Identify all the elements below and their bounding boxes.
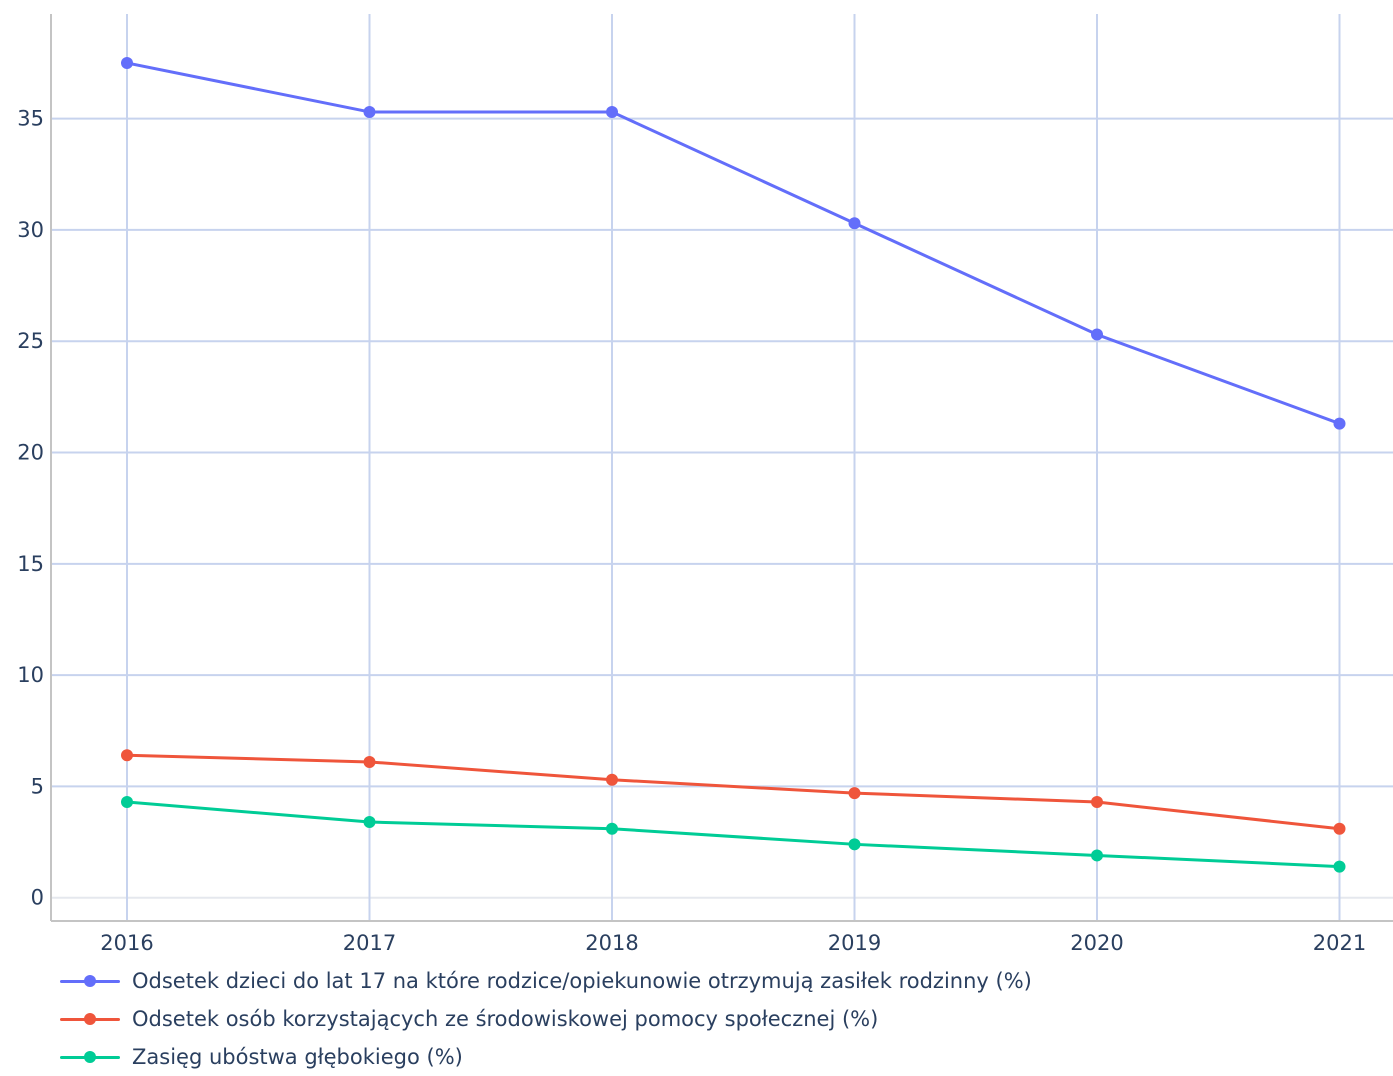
data-point[interactable] [1333,822,1346,835]
legend-dot-series-1 [84,975,96,987]
y-tick-label: 15 [17,552,44,576]
y-tick-label: 0 [31,886,44,910]
x-tick-label: 2018 [585,931,638,955]
y-tick-label: 25 [17,329,44,353]
data-point[interactable] [1333,860,1346,873]
data-point[interactable] [363,816,376,829]
data-point[interactable] [363,105,376,118]
series-line [126,800,1340,869]
legend-item-series-2[interactable]: Odsetek osób korzystających ze środowisk… [60,1000,1032,1038]
grid [51,14,1393,920]
line-chart: 0 5 10 15 20 25 30 35 2016 2017 2018 2019 2020 2021 [17,14,1393,955]
data-point[interactable] [848,217,861,230]
legend-swatch-series-3 [60,1047,120,1067]
data-point[interactable] [606,105,618,118]
data-point[interactable] [121,56,133,69]
data-point[interactable] [606,822,618,835]
data-point[interactable] [1091,328,1103,341]
series-1 [121,56,1346,430]
y-tick-label: 5 [31,774,44,798]
x-tick-label: 2020 [1070,931,1123,955]
data-point[interactable] [848,787,861,800]
x-tick-label: 2021 [1313,931,1366,955]
legend-dot-series-2 [84,1013,96,1025]
series-2 [121,749,1346,835]
legend-label-series-1: Odsetek dzieci do lat 17 na które rodzic… [132,969,1032,993]
axes [50,14,1393,922]
data-point[interactable] [1091,849,1103,862]
data-point[interactable] [363,755,376,768]
data-point[interactable] [606,773,618,786]
legend-swatch-series-1 [60,971,120,991]
y-tick-label: 20 [17,441,44,465]
y-tick-label: 10 [17,663,44,687]
data-point[interactable] [848,838,861,851]
legend-item-series-3[interactable]: Zasięg ubóstwa głębokiego (%) [60,1038,1032,1076]
legend: Odsetek dzieci do lat 17 na które rodzic… [60,962,1032,1076]
x-tick-label: 2017 [343,931,396,955]
x-tick-label: 2019 [828,931,881,955]
legend-label-series-3: Zasięg ubóstwa głębokiego (%) [132,1045,463,1069]
y-tick-label: 30 [17,218,44,242]
data-point[interactable] [121,796,133,809]
tick-labels: 0 5 10 15 20 25 30 35 2016 2017 2018 2019 2020 2021 [17,107,1366,955]
x-tick-label: 2016 [100,931,153,955]
legend-item-series-1[interactable]: Odsetek dzieci do lat 17 na które rodzic… [60,962,1032,1000]
data-point[interactable] [1333,417,1346,430]
series-layer [121,56,1346,873]
legend-label-series-2: Odsetek osób korzystających ze środowisk… [132,1007,879,1031]
series-3 [121,796,1346,873]
legend-swatch-series-2 [60,1009,120,1029]
series-line [126,753,1340,831]
y-tick-label: 35 [17,107,44,131]
series-line [126,61,1341,426]
data-point[interactable] [1091,796,1103,809]
data-point[interactable] [121,749,133,762]
legend-dot-series-3 [84,1051,96,1063]
